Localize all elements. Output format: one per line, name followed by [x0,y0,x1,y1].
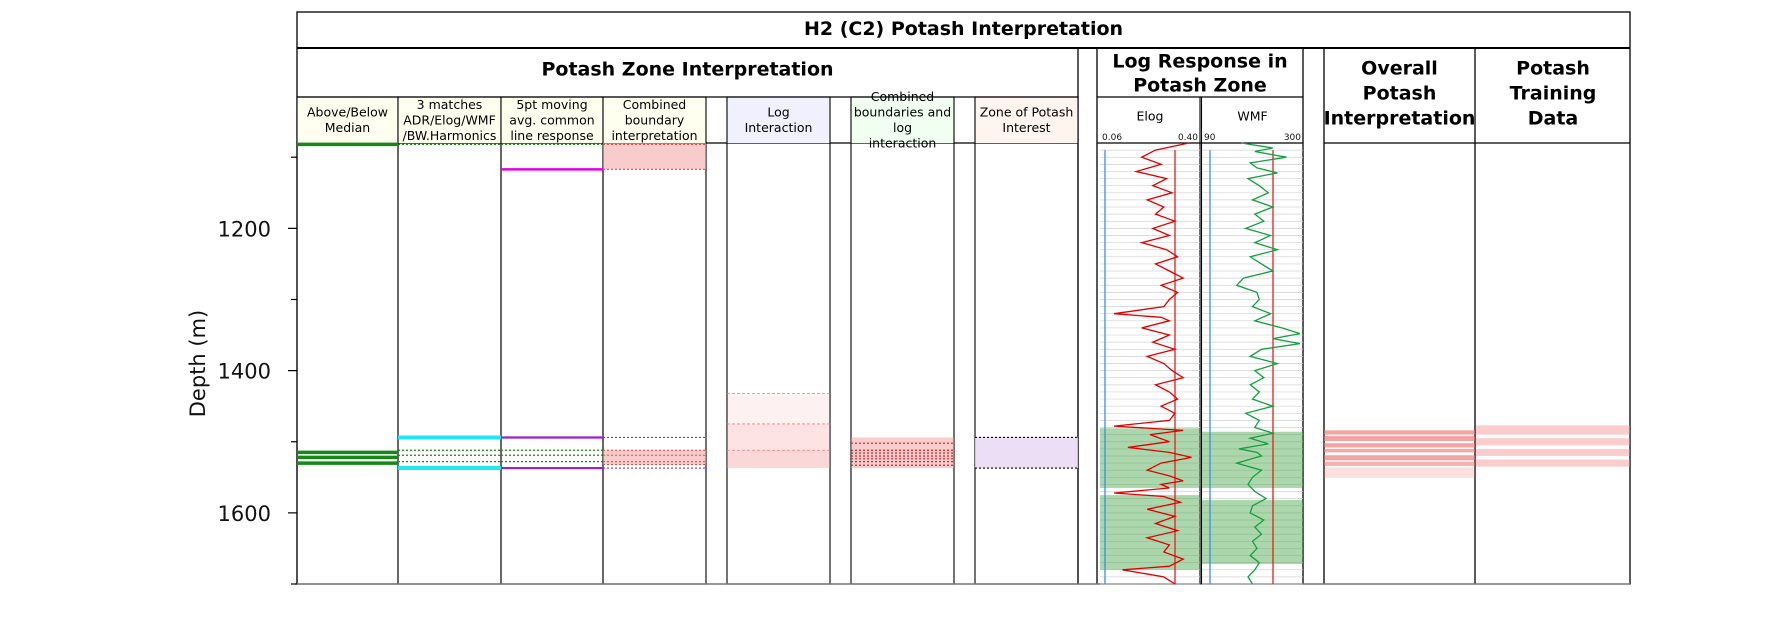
track-label-line: 3 matches [417,97,483,112]
group-title-log-line: Potash Zone [1133,75,1267,97]
track-header-bg [975,98,1078,143]
wmf-zone-shade [1202,431,1303,488]
elog-zone-shade [1100,428,1200,488]
track-label-line: ADR/Elog/WMF [403,112,496,127]
overall-potash-band [1324,461,1475,466]
group-title-log: Log Response in Potash Zone [1112,51,1287,97]
log-interaction-band [727,393,830,424]
training-data-band [1476,438,1630,446]
combined-boundary-band [603,143,706,170]
track-label-line: Log [767,105,789,120]
y-axis-label: Depth (m) [186,310,210,417]
track-label: 3 matches ADR/Elog/WMF/BW.Harmonics [403,97,497,143]
track-label: Combined boundaries and log interaction [854,89,951,151]
overall-potash-band [1324,448,1475,453]
track-label-line: log [893,120,912,135]
track-label: Combined boundary interpretation [611,97,697,143]
y-tick-label: 1200 [218,217,271,241]
track-label-line: 5pt moving [516,97,587,112]
track-label-line: line response [510,128,594,143]
track-frame [726,96,831,585]
log-interaction-band [727,423,830,451]
group-title-zone: Potash Zone Interpretation [541,59,833,81]
training-data-band [1476,425,1630,435]
track-label-line: Above/Below [307,105,388,120]
track-label-line: boundary [625,112,685,127]
wmf-curve [1234,142,1301,585]
combined-log-band [851,437,954,469]
training-data-band [1476,448,1630,456]
group-title-training: Potash Training Data [1510,58,1597,130]
group-title-training-line: Potash [1516,58,1590,80]
wmf-label-line: WMF [1237,108,1267,123]
track-label: 5pt moving avg. common line response [509,97,594,143]
track-label-line: avg. common [509,112,594,127]
chart-title: H2 (C2) Potash Interpretation [804,18,1123,40]
track-header-bg [398,98,501,143]
wmf-label: WMF [1237,108,1267,123]
track-frame [397,96,502,585]
track-header-bg [603,98,706,143]
overall-potash-band [1324,467,1475,479]
track-frame [602,96,707,585]
wmf-min-label: 90 [1204,133,1216,143]
track-label-line: Interest [1002,120,1050,135]
y-tick-label: 1400 [218,360,271,384]
elog-label-line: Elog [1137,108,1164,123]
track-frame [850,96,955,585]
elog-min-label: 0.06 [1102,133,1122,143]
group-title-overall: Overall Potash Interpretation [1324,58,1476,130]
wmf-zone-shade [1202,500,1303,565]
group-title-zone-line: Potash Zone Interpretation [541,59,833,81]
overall-potash-band [1324,430,1475,435]
group-title-training-line: Training [1510,83,1597,105]
track-label: Above/Below Median [307,105,388,136]
track-header-bg [851,98,954,143]
track-label-line: Interaction [745,120,813,135]
elog-max-label: 0.40 [1178,133,1198,143]
overall-potash-band [1324,455,1475,461]
track-label-line: /BW.Harmonics [403,128,497,143]
combined-boundary-band [603,450,706,465]
track-header-bg [297,98,398,143]
group-title-log-line: Log Response in [1112,51,1287,73]
track-frame [296,96,399,585]
track-label-line: Combined [623,97,687,112]
potash-interest-zone [975,437,1078,469]
wmf-max-label: 300 [1284,133,1301,143]
overall-potash-band [1324,443,1475,448]
track-label-line: Combined [871,89,935,104]
track-header-bg [727,98,830,143]
track-frame [974,96,1079,585]
group-title-overall-line: Interpretation [1324,108,1476,130]
track-label-line: Zone of Potash [980,105,1074,120]
track-label: Zone of Potash Interest [980,105,1074,136]
group-title-training-line: Data [1528,108,1579,130]
elog-zone-shade [1100,495,1200,570]
overall-potash-band [1324,436,1475,442]
track-label: Log Interaction [745,105,813,136]
y-tick-label: 1600 [218,502,271,526]
track-header-bg [501,98,603,143]
track-label-line: boundaries and [854,105,951,120]
training-data-band [1476,459,1630,467]
group-title-overall-line: Overall [1361,58,1438,80]
track-label-line: interaction [869,136,937,151]
elog-curve [1114,142,1192,585]
group-title-overall-line: Potash [1363,83,1437,105]
track-label-line: Median [325,120,370,135]
track-label-line: interpretation [611,128,697,143]
elog-label: Elog [1137,108,1164,123]
log-interaction-band [727,450,830,469]
